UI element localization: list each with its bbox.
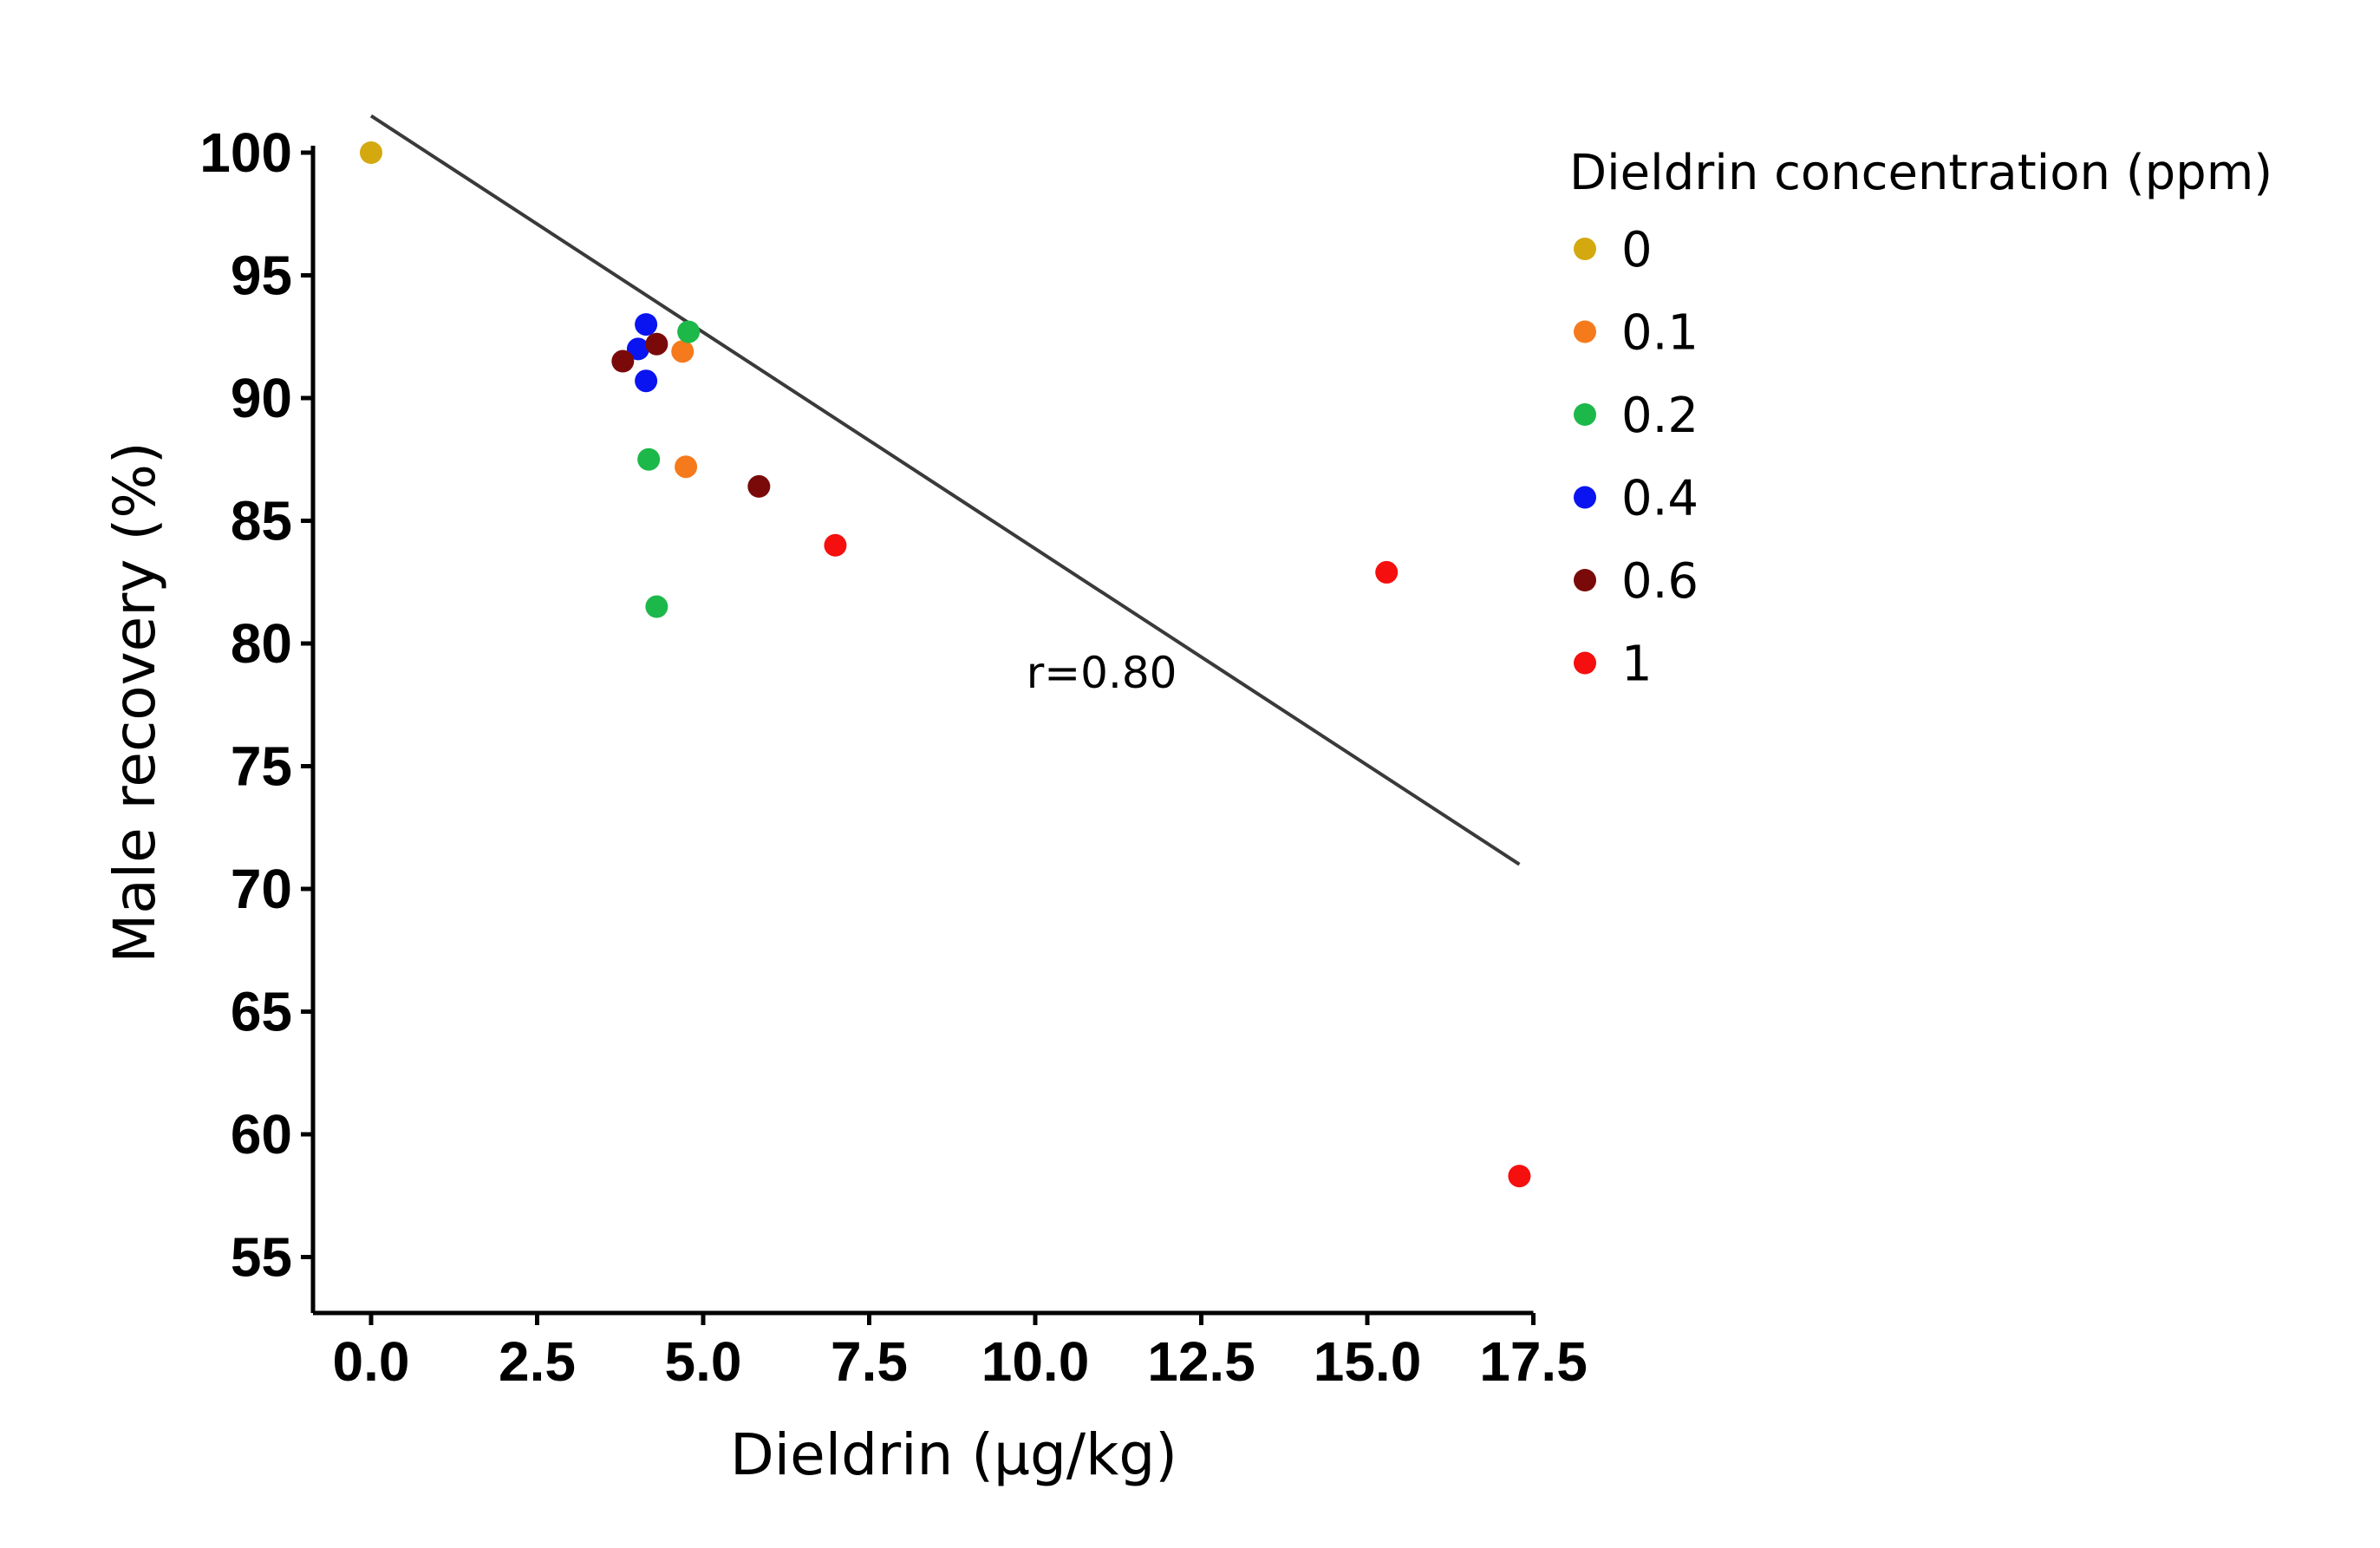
y-tick-label: 95: [231, 245, 292, 307]
legend-label: 0.1: [1621, 305, 1699, 362]
legend-label: 0.4: [1621, 471, 1699, 527]
data-point-0: [360, 141, 382, 164]
x-tick-label: 12.5: [1147, 1330, 1255, 1393]
regression-line: [369, 114, 1521, 866]
data-point-0.6: [747, 474, 771, 498]
legend-label: 0: [1621, 222, 1653, 278]
data-point-0.1: [675, 455, 698, 479]
axes: 0.0 2.5 5.0 7.5 10.0 12.5 15.0 17.5 55 60 65 70 75 80…: [199, 121, 1588, 1393]
data-point-0.2: [645, 595, 668, 618]
legend-marker-0.1: [1574, 320, 1596, 343]
x-tick-label: 17.5: [1479, 1330, 1588, 1393]
x-tick-label: 0.0: [333, 1330, 410, 1393]
data-point-0.4: [635, 369, 658, 393]
x-tick-label: 10.0: [981, 1330, 1090, 1393]
legend-marker-0.4: [1574, 486, 1596, 509]
data-point-0.1: [671, 340, 694, 363]
correlation-label: r=0.80: [1027, 648, 1177, 698]
data-point-1: [1508, 1165, 1531, 1188]
data-point-0.2: [677, 320, 701, 343]
data-point-0.2: [637, 447, 661, 471]
data-point-1: [824, 533, 847, 557]
legend-marker-0.6: [1574, 569, 1596, 591]
legend: Dieldrin concentration (ppm) 0 0.1 0.2 0.4 0.…: [1569, 145, 2272, 693]
legend-label: 0.2: [1621, 388, 1699, 444]
y-tick-label: 65: [231, 981, 292, 1043]
data-point-0.6: [645, 332, 668, 356]
legend-marker-1: [1574, 651, 1596, 675]
x-axis-title: Dieldrin (µg/kg): [730, 1421, 1177, 1488]
y-tick-label: 75: [231, 735, 292, 798]
data-point-0.4: [635, 313, 658, 336]
x-tick-label: 15.0: [1314, 1330, 1422, 1393]
y-tick-label: 60: [231, 1103, 292, 1166]
x-tick-label: 2.5: [499, 1330, 576, 1393]
data-point-1: [1375, 560, 1399, 584]
legend-marker-0: [1574, 238, 1596, 260]
y-tick-label: 55: [231, 1226, 292, 1289]
y-tick-label: 85: [231, 490, 292, 552]
data-point-0.6: [611, 349, 635, 373]
points-group: [360, 141, 1531, 1188]
legend-marker-0.2: [1574, 403, 1596, 426]
y-tick-label: 100: [199, 121, 292, 184]
regression-line-group: [369, 114, 1521, 866]
legend-label: 0.6: [1621, 553, 1699, 610]
x-tick-label: 7.5: [831, 1330, 908, 1393]
legend-title: Dieldrin concentration (ppm): [1569, 145, 2272, 201]
legend-label: 1: [1621, 637, 1653, 693]
annotations: r=0.80: [1027, 648, 1177, 698]
y-axis-title: Male recovery (%): [101, 441, 168, 963]
y-tick-label: 70: [231, 858, 292, 920]
x-tick-label: 5.0: [665, 1330, 742, 1393]
y-tick-label: 80: [231, 612, 292, 675]
data-point-0.4: [626, 337, 649, 361]
y-tick-label: 90: [231, 367, 292, 429]
